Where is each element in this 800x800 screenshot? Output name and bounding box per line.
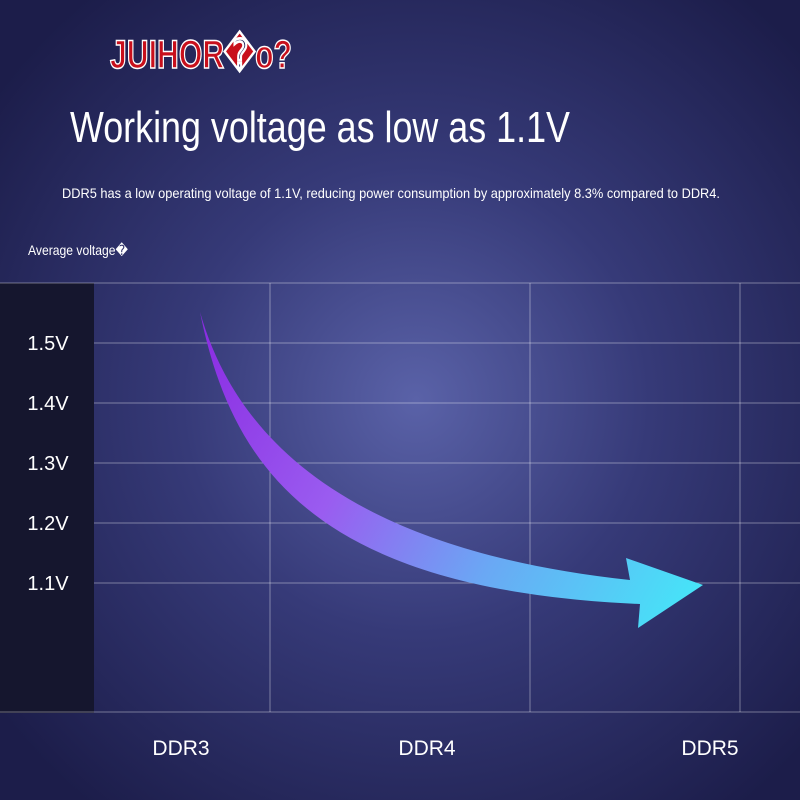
axis-label: Average voltage� [28,242,129,258]
x-label: DDR5 [681,737,738,760]
subtitle: DDR5 has a low operating voltage of 1.1V… [62,185,720,201]
axis-column [0,283,94,713]
brand-logo: JUIHOR�o? [110,30,292,77]
y-label: 1.3V [27,453,69,475]
grid [0,282,800,713]
y-label: 1.4V [27,393,69,415]
y-label: 1.5V [27,333,69,355]
x-label: DDR4 [398,737,455,760]
y-label: 1.1V [27,573,69,595]
y-label: 1.2V [27,513,69,535]
x-labels: DDR3 DDR4 DDR5 [152,737,738,760]
title: Working voltage as low as 1.1V [70,103,571,152]
y-labels: 1.5V 1.4V 1.3V 1.2V 1.1V [27,333,69,595]
trend-arrow [200,312,703,628]
x-label: DDR3 [152,737,209,760]
